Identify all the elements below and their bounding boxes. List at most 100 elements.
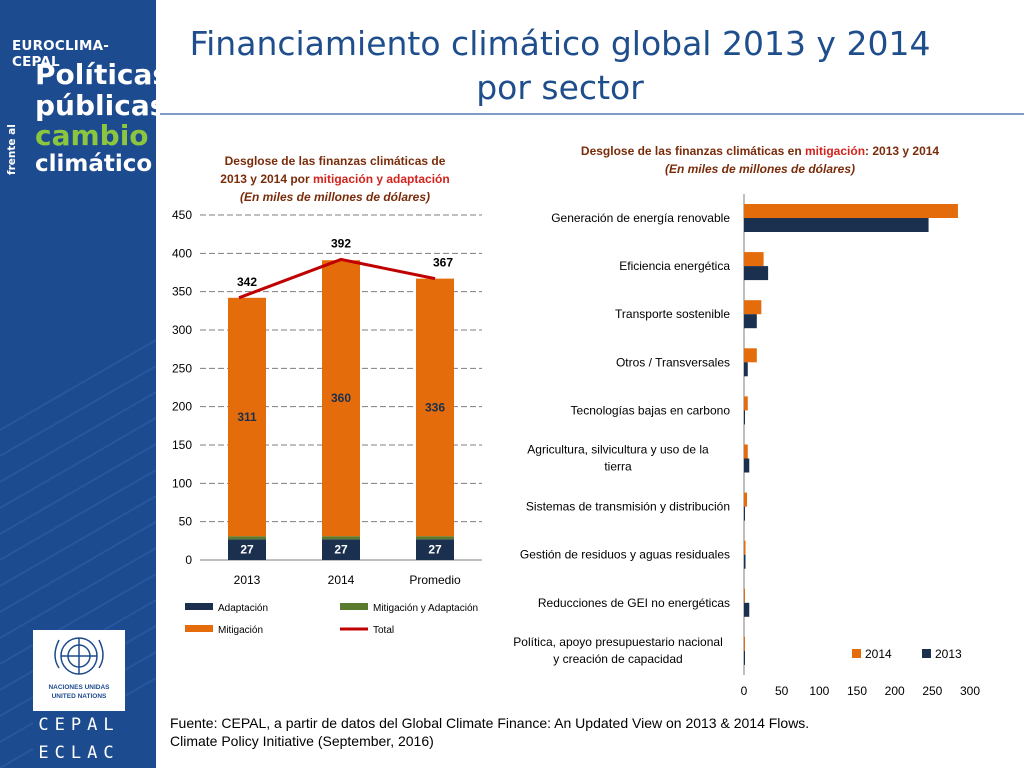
data-label: 311 — [237, 410, 257, 424]
bar — [744, 602, 750, 617]
bar — [744, 636, 745, 651]
x-tick-label: 200 — [885, 684, 905, 698]
un-emblem-icon — [54, 637, 104, 675]
legend-swatch — [340, 603, 368, 610]
brand-line-2: públicas — [35, 89, 156, 122]
bar — [744, 266, 769, 281]
bar — [744, 410, 745, 425]
category-label: Agricultura, silvicultura y uso de la tie… — [527, 443, 709, 474]
cepal-label: CEPAL — [38, 715, 120, 735]
bar-segment — [416, 278, 454, 537]
category-label: Otros / Transversales — [616, 355, 730, 369]
y-tick-label: 350 — [172, 285, 192, 299]
legend-label: 2013 — [935, 647, 962, 661]
eclac-label: ECLAC — [38, 743, 120, 763]
y-tick-label: 50 — [179, 515, 193, 529]
left-chart-title: Desglose de las finanzas climáticas de 2… — [195, 152, 475, 206]
bar-segment — [228, 539, 266, 560]
bar — [744, 252, 764, 267]
brand-line-1: Políticas — [35, 58, 156, 91]
bar — [744, 506, 745, 521]
y-tick-label: 250 — [172, 361, 192, 375]
bar — [744, 650, 745, 665]
bar-segment — [228, 536, 266, 540]
y-tick-label: 150 — [172, 438, 192, 452]
x-tick-label: 50 — [775, 684, 789, 698]
x-tick-label: 2014 — [328, 573, 355, 587]
x-tick-label: Promedio — [409, 573, 461, 587]
bar-segment — [322, 539, 360, 560]
data-label: 336 — [425, 400, 445, 414]
bar-segment — [416, 536, 454, 540]
title-divider — [160, 113, 1024, 115]
category-label: Gestión de residuos y aguas residuales — [520, 548, 730, 562]
bar — [744, 540, 746, 555]
data-label: 27 — [428, 543, 442, 557]
legend-label: Mitigación y Adaptación — [373, 603, 478, 614]
bar-segment — [322, 536, 360, 540]
bar — [744, 314, 757, 329]
data-label: 27 — [240, 543, 254, 557]
category-label: Política, apoyo presupuestario nacional y… — [513, 635, 722, 666]
un-label-es: NACIONES UNIDAS — [48, 684, 110, 691]
right-chart-title-a: Desglose de las finanzas climáticas en — [580, 144, 806, 158]
bar — [744, 362, 748, 377]
left-chart-title-line-2a: 2013 y 2014 por — [220, 172, 314, 186]
x-tick-label: 150 — [847, 684, 867, 698]
bar — [744, 554, 746, 569]
y-tick-label: 100 — [172, 476, 192, 490]
category-label: Sistemas de transmisión y distribución — [526, 500, 730, 514]
legend-label: 2014 — [865, 647, 892, 661]
data-label: 342 — [237, 275, 257, 289]
category-label: Reducciones de GEI no energéticas — [538, 596, 730, 610]
un-label-en: UNITED NATIONS — [51, 693, 107, 700]
right-chart-subtitle: (En miles de millones de dólares) — [664, 162, 856, 176]
x-tick-label: 0 — [741, 684, 748, 698]
series-line-total — [238, 257, 436, 300]
y-tick-label: 200 — [172, 400, 192, 414]
brand-frente: frente al — [6, 124, 18, 175]
data-label: 367 — [433, 256, 453, 270]
category-label: Eficiencia energética — [619, 259, 730, 273]
brand-line-3: cambio — [35, 119, 149, 152]
category-label: Generación de energía renovable — [551, 211, 730, 225]
x-tick-label: 300 — [960, 684, 980, 698]
bar-segment — [322, 260, 360, 537]
legend-label: Total — [373, 625, 394, 636]
left-chart-title-line-1: Desglose de las finanzas climáticas de — [224, 154, 446, 168]
legend-label: Adaptación — [218, 603, 268, 614]
x-tick-label: 100 — [809, 684, 829, 698]
legend-swatch — [922, 649, 931, 658]
bar — [744, 348, 757, 363]
left-chart-subtitle: (En miles de millones de dólares) — [239, 190, 431, 204]
data-label: 392 — [331, 236, 351, 250]
legend-swatch — [185, 625, 213, 632]
data-label: 360 — [331, 391, 351, 405]
brand-line-4: climático — [35, 151, 153, 177]
y-tick-label: 450 — [172, 208, 192, 222]
bar — [744, 396, 748, 411]
page-title-line-1: Financiamiento climático global 2013 y 2… — [189, 24, 931, 63]
bar-segment — [228, 297, 266, 537]
bar — [744, 300, 762, 315]
legend-label: Mitigación — [218, 625, 263, 636]
category-label: Tecnologías bajas en carbono — [571, 403, 731, 417]
sidebar: EUROCLIMA-CEPAL Políticas públicas cambi… — [0, 0, 156, 768]
right-horizontal-bar-chart: Generación de energía renovable Eficienci… — [513, 194, 980, 698]
legend-swatch — [185, 603, 213, 610]
bar — [744, 444, 748, 459]
y-tick-label: 0 — [185, 553, 192, 567]
y-tick-label: 400 — [172, 246, 192, 260]
y-tick-label: 300 — [172, 323, 192, 337]
data-label: 27 — [334, 543, 348, 557]
right-chart-title: Desglose de las finanzas climáticas en m… — [560, 142, 960, 178]
bar-segment — [416, 539, 454, 560]
legend-swatch — [852, 649, 861, 658]
x-tick-label: 2013 — [234, 573, 261, 587]
page-title: Financiamiento climático global 2013 y 2… — [160, 22, 960, 110]
category-label: Transporte sostenible — [615, 307, 730, 321]
source-note: Fuente: CEPAL, a partir de datos del Glo… — [170, 715, 810, 749]
bar — [744, 458, 750, 473]
x-tick-label: 250 — [922, 684, 942, 698]
cepal-logo: CEPAL ECLAC — [33, 710, 125, 768]
